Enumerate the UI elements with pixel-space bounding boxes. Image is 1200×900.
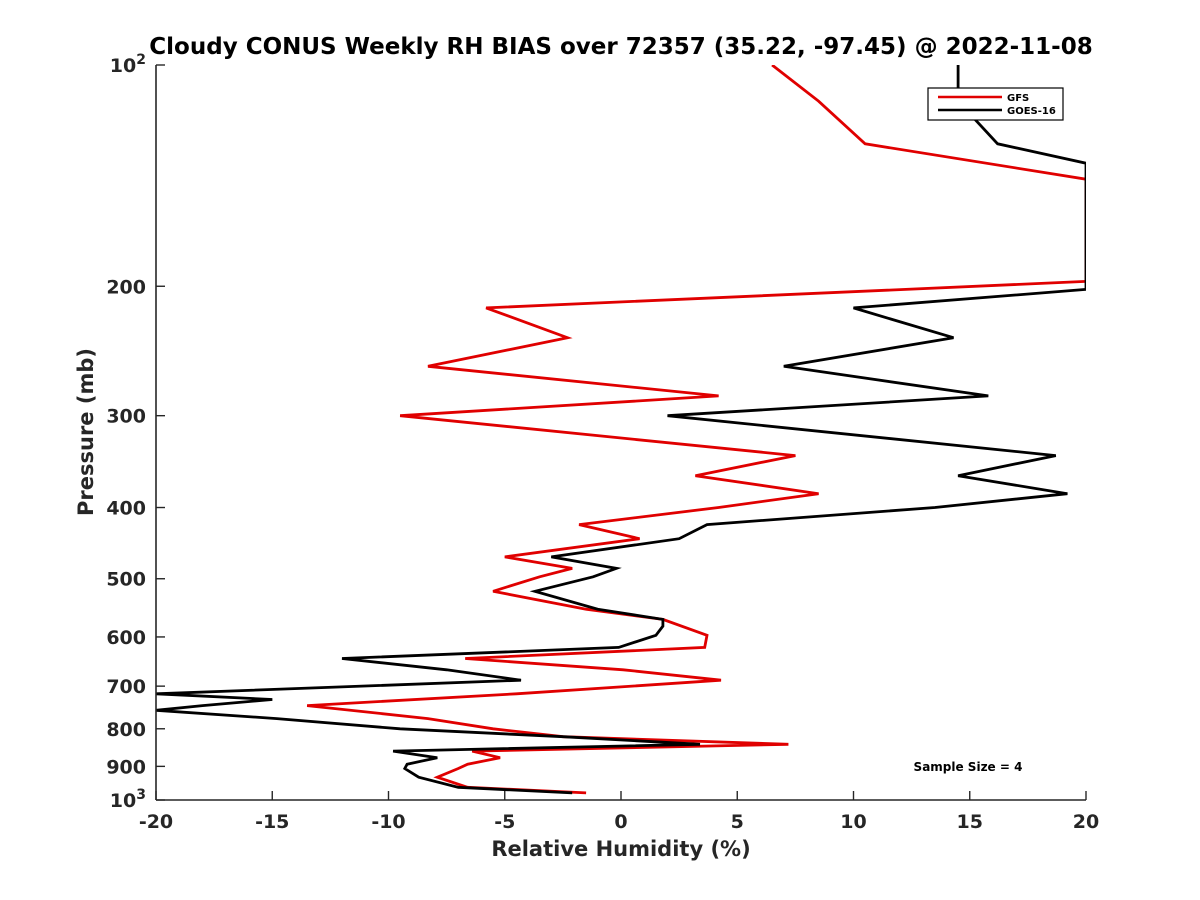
chart-title: Cloudy CONUS Weekly RH BIAS over 72357 (… bbox=[149, 34, 1092, 60]
y-tick-label: 300 bbox=[106, 406, 146, 428]
x-tick-label: 15 bbox=[957, 811, 983, 833]
y-tick-label: 400 bbox=[106, 498, 146, 520]
legend-entry-goes16: GOES-16 bbox=[1007, 106, 1056, 117]
y-tick-label: 102 bbox=[110, 52, 146, 77]
legend-entry-gfs: GFS bbox=[1007, 93, 1029, 104]
x-tick-label: 20 bbox=[1073, 811, 1099, 833]
y-tick-label: 200 bbox=[106, 276, 146, 298]
axes-layer: -20 -15 -10 -5 0 5 10 15 20 102 200 300 400 500 600 700… bbox=[106, 52, 1099, 833]
sample-size-annotation: Sample Size = 4 bbox=[914, 760, 1023, 774]
x-tick-label: 10 bbox=[840, 811, 866, 833]
plot-area bbox=[156, 65, 1086, 795]
legend-box bbox=[927, 87, 1064, 121]
y-tick-label: 500 bbox=[106, 569, 146, 591]
series-layer bbox=[156, 65, 1086, 795]
y-axis-label: Pressure (mb) bbox=[74, 348, 98, 516]
series-line-goes16 bbox=[156, 65, 1086, 795]
x-tick-label: -20 bbox=[139, 811, 173, 833]
x-tick-label: -10 bbox=[371, 811, 405, 833]
y-tick-label: 103 bbox=[110, 787, 146, 812]
x-tick-label: 5 bbox=[731, 811, 744, 833]
y-tick-label: 900 bbox=[106, 756, 146, 778]
y-tick-label: 600 bbox=[106, 627, 146, 649]
x-axis-label: Relative Humidity (%) bbox=[491, 837, 750, 861]
x-tick-label: -5 bbox=[494, 811, 515, 833]
y-tick-label: 700 bbox=[106, 676, 146, 698]
x-tick-label: 0 bbox=[614, 811, 627, 833]
x-tick-label: -15 bbox=[255, 811, 289, 833]
legend: GFS GOES-16 bbox=[927, 87, 1064, 121]
series-line-gfs bbox=[306, 65, 1086, 795]
y-tick-label: 800 bbox=[106, 719, 146, 741]
